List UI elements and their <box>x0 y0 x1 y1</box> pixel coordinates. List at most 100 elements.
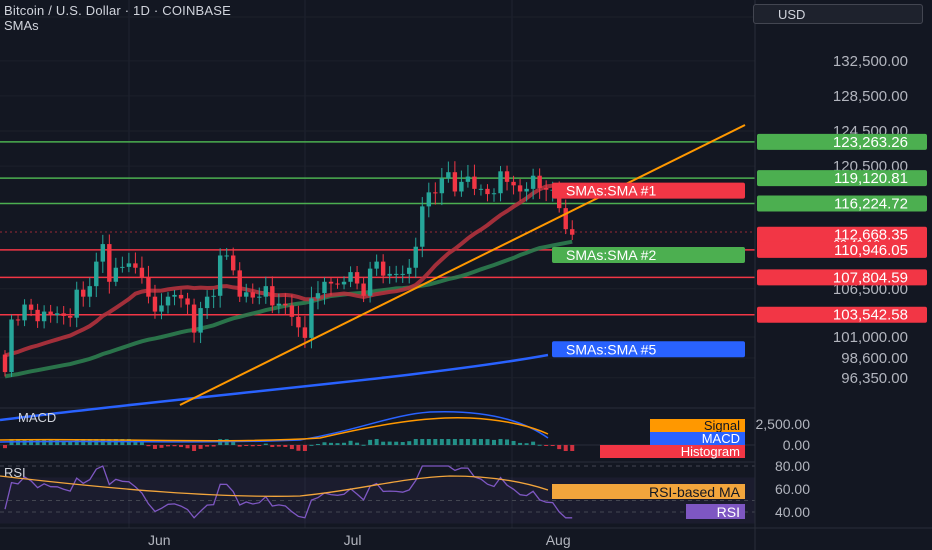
candle[interactable] <box>28 304 34 310</box>
candle[interactable] <box>374 261 379 269</box>
candle[interactable] <box>302 327 308 338</box>
time-axis[interactable]: Jun Jul Aug <box>0 527 932 548</box>
candle[interactable] <box>41 311 47 322</box>
sma-label-box[interactable] <box>552 247 745 264</box>
price-badge[interactable] <box>757 269 927 286</box>
price-badge[interactable] <box>757 170 927 187</box>
candle[interactable] <box>159 305 164 312</box>
candle[interactable] <box>15 319 21 321</box>
price-badge[interactable] <box>757 195 927 212</box>
candle[interactable] <box>491 193 497 195</box>
macd-legend-box[interactable] <box>600 445 745 458</box>
candle[interactable] <box>354 272 360 284</box>
candle[interactable] <box>74 289 79 318</box>
candle[interactable] <box>81 289 86 297</box>
candle[interactable] <box>348 272 353 282</box>
price-axis[interactable]: 137,500.00132,500.00128,500.00124,500.00… <box>552 0 932 550</box>
candle[interactable] <box>524 188 529 192</box>
price-badge[interactable] <box>757 241 927 258</box>
candle[interactable] <box>361 283 366 296</box>
symbol-title[interactable]: Bitcoin / U.S. Dollar · 1D · COINBASE <box>4 3 232 18</box>
candle[interactable] <box>22 304 27 321</box>
candle[interactable] <box>2 354 8 373</box>
candle[interactable] <box>54 313 60 316</box>
candle[interactable] <box>107 244 112 282</box>
candle[interactable] <box>146 277 151 297</box>
candle[interactable] <box>126 263 132 267</box>
candle[interactable] <box>68 315 73 318</box>
candle[interactable] <box>309 298 314 338</box>
price-badge[interactable] <box>757 306 927 323</box>
candle[interactable] <box>283 303 288 306</box>
candle[interactable] <box>133 263 138 268</box>
candle[interactable] <box>530 175 536 189</box>
candle[interactable] <box>380 261 386 276</box>
candle[interactable] <box>35 309 40 322</box>
candle[interactable] <box>263 286 268 297</box>
candle[interactable] <box>178 294 184 299</box>
candle[interactable] <box>367 268 373 296</box>
candle[interactable] <box>472 176 477 189</box>
candle[interactable] <box>439 178 445 194</box>
candle[interactable] <box>211 295 216 297</box>
candle[interactable] <box>557 189 562 209</box>
candle[interactable] <box>413 246 418 268</box>
candle[interactable] <box>185 298 190 305</box>
candle[interactable] <box>250 292 255 298</box>
candle[interactable] <box>426 192 431 207</box>
macd-legend-box[interactable] <box>650 432 745 445</box>
candle[interactable] <box>452 172 458 192</box>
candle[interactable] <box>335 283 340 285</box>
candle[interactable] <box>152 296 158 312</box>
rsi-legend-box[interactable] <box>552 484 745 499</box>
rsi-legend-box[interactable] <box>686 504 745 519</box>
candle[interactable] <box>478 188 484 190</box>
candle[interactable] <box>113 267 119 282</box>
candle[interactable] <box>257 296 262 298</box>
candle[interactable] <box>224 255 229 257</box>
candle[interactable] <box>191 304 197 333</box>
candle[interactable] <box>9 319 14 373</box>
candle[interactable] <box>198 308 203 333</box>
candle[interactable] <box>433 192 438 194</box>
candle[interactable] <box>204 296 210 309</box>
ascending-trendline[interactable] <box>179 124 746 406</box>
candle[interactable] <box>270 286 275 306</box>
candle[interactable] <box>87 286 92 297</box>
candle[interactable] <box>296 316 301 328</box>
candle[interactable] <box>517 185 523 192</box>
candle[interactable] <box>407 267 412 274</box>
candle[interactable] <box>537 175 542 188</box>
candle[interactable] <box>465 176 471 182</box>
candle[interactable] <box>570 229 575 235</box>
candle[interactable] <box>420 206 425 247</box>
candle[interactable] <box>94 261 99 287</box>
candle[interactable] <box>244 292 249 297</box>
candle[interactable] <box>504 171 510 182</box>
candle[interactable] <box>165 296 171 306</box>
candle[interactable] <box>511 181 516 186</box>
candle[interactable] <box>322 281 327 294</box>
sma-label-box[interactable] <box>552 341 745 358</box>
candles[interactable] <box>2 161 575 377</box>
candle[interactable] <box>276 303 282 306</box>
candle[interactable] <box>394 273 399 275</box>
candle[interactable] <box>498 171 503 194</box>
macd-legend-box[interactable] <box>650 419 745 432</box>
candle[interactable] <box>400 273 405 275</box>
candle[interactable] <box>387 273 392 276</box>
candle[interactable] <box>139 267 145 278</box>
candle[interactable] <box>289 305 295 317</box>
indicator-title[interactable]: SMAs <box>4 18 39 33</box>
price-badge[interactable] <box>757 133 927 150</box>
candle[interactable] <box>446 172 451 179</box>
sma-label-box[interactable] <box>552 182 745 199</box>
candle[interactable] <box>315 293 321 299</box>
candle[interactable] <box>341 281 347 285</box>
candle[interactable] <box>217 255 223 296</box>
candle[interactable] <box>237 270 242 297</box>
candle[interactable] <box>172 294 177 297</box>
candle[interactable] <box>328 281 334 284</box>
candle[interactable] <box>459 181 464 192</box>
candle[interactable] <box>231 255 236 271</box>
